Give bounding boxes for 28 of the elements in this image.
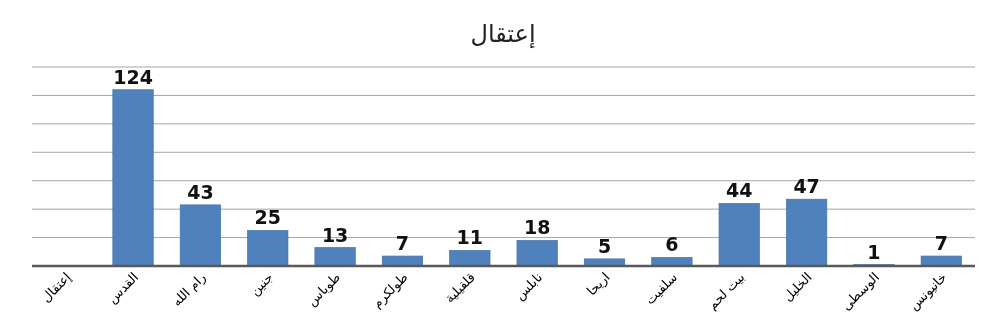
data-label: 5 [597, 234, 612, 257]
x-tick-label: القدس [104, 269, 142, 307]
data-label: 11 [456, 226, 484, 249]
x-tick-label: إعتقال [38, 269, 74, 306]
x-tick-label: خانيونس [905, 269, 951, 314]
x-tick-label: قلقيلية [441, 269, 478, 306]
x-tick-label: جنين [247, 269, 277, 300]
data-label: 47 [793, 175, 820, 198]
data-label: 124 [113, 65, 153, 88]
x-tick-label: طولكرم [369, 269, 412, 312]
data-label: 7 [934, 232, 948, 255]
x-tick-label: سلفيت [642, 269, 681, 308]
data-label: 18 [523, 216, 551, 239]
data-label: 25 [254, 206, 281, 229]
x-tick-label: رام الله [168, 269, 210, 310]
data-label: 7 [395, 232, 410, 255]
data-label: 6 [665, 233, 679, 256]
x-tick-label: نابلس [512, 269, 547, 304]
data-label: 13 [321, 223, 349, 246]
chart-title: إعتقال [470, 20, 536, 49]
x-tick-label: الخليل [780, 269, 815, 305]
x-tick-label: الوسطى [838, 269, 883, 314]
x-tick-label: طوباس [303, 269, 344, 310]
data-label: 44 [726, 179, 753, 202]
data-label: 43 [187, 180, 214, 203]
x-tick-label: اريحا [583, 269, 614, 300]
data-label: 1 [867, 240, 881, 263]
x-tick-label: بيت لحم [704, 269, 749, 313]
